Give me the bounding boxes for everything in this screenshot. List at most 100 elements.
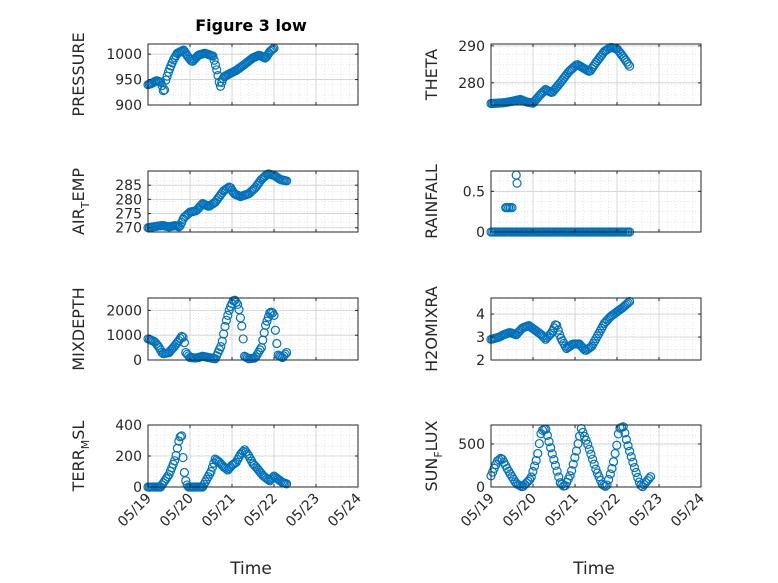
data-point (542, 430, 553, 441)
subplot-2: 280 290 THETA (422, 39, 702, 109)
data-point (212, 65, 222, 75)
data-point (610, 448, 620, 459)
data-point (172, 443, 182, 453)
x-tick-label: 05/22 (584, 491, 624, 531)
data-point (518, 481, 528, 491)
data-point (584, 444, 594, 454)
x-tick-label: 05/24 (668, 490, 708, 530)
data-point (209, 458, 219, 468)
data-point (208, 51, 218, 61)
data-point (621, 434, 632, 445)
data-point (589, 459, 599, 469)
data-point (272, 338, 282, 349)
y-tick-label: 0.5 (463, 184, 485, 200)
data-point (507, 203, 517, 213)
data-point (507, 472, 517, 482)
data-point (568, 459, 578, 469)
data-point (177, 331, 187, 342)
data-point (528, 466, 538, 477)
data-point (223, 310, 233, 320)
y-axis-label: MIXDEPTH (69, 287, 88, 370)
data-point (539, 333, 549, 343)
y-axis-label: RAINFALL (422, 164, 441, 239)
x-tick-label: 05/24 (325, 490, 365, 530)
data-point (538, 331, 548, 341)
data-point (254, 347, 264, 357)
y-tick-label: 900 (115, 98, 142, 114)
x-tick-label: 05/23 (283, 491, 323, 531)
x-tick-label: 05/20 (500, 491, 540, 531)
data-point (221, 184, 231, 194)
data-point (170, 456, 180, 466)
subplot-6: 2 3 4 H2OMIXRA (422, 286, 702, 372)
data-point (623, 59, 633, 69)
data-point (163, 472, 173, 482)
data-point (623, 441, 633, 451)
x-tick-label: 05/19 (458, 491, 498, 531)
data-point (628, 457, 638, 467)
y-tick-label: 500 (458, 437, 485, 453)
y-tick-label: 280 (115, 192, 142, 208)
data-point (235, 313, 245, 323)
data-point (179, 338, 189, 348)
x-axis-label-right: Time (572, 559, 615, 579)
data-point (282, 347, 292, 358)
x-tick-label: 05/23 (626, 491, 666, 531)
data-point (544, 437, 554, 447)
y-tick-label: 0 (476, 480, 485, 496)
data-point (553, 325, 563, 335)
data-point (217, 336, 227, 346)
data-point (270, 325, 280, 335)
y-axis-label-rest: EMP (69, 168, 88, 202)
data-point (612, 440, 622, 450)
data-point (221, 315, 231, 325)
data-point (605, 469, 615, 479)
data-point (508, 474, 519, 484)
data-point (158, 86, 168, 96)
data-point (579, 431, 590, 441)
y-axis-label-main: SUN (422, 458, 441, 492)
data-point (578, 427, 588, 437)
x-tick-label: 05/20 (157, 491, 197, 531)
data-point (578, 343, 589, 354)
data-point (586, 449, 596, 459)
y-tick-label: 400 (115, 418, 142, 434)
x-tick-label: 05/19 (115, 491, 155, 531)
y-tick-label: 1000 (106, 47, 142, 63)
data-point (178, 452, 188, 463)
data-point (607, 463, 617, 474)
data-point (554, 472, 564, 482)
subplot-7: 0 200 400 05/19 05/20 05/21 05/22 05/23 05/24 TER… (69, 418, 365, 530)
data-point (624, 296, 635, 307)
data-point (261, 320, 271, 330)
axes-box (490, 43, 702, 106)
data-point (604, 474, 614, 485)
data-point (280, 349, 290, 359)
y-tick-label: 285 (115, 178, 142, 194)
data-point (631, 467, 641, 478)
data-point (159, 85, 170, 95)
y-tick-label: 2 (476, 353, 485, 369)
data-point (525, 475, 535, 485)
data-point (178, 332, 188, 342)
data-point (520, 479, 530, 490)
data-point (570, 452, 580, 463)
data-point (565, 471, 575, 481)
y-axis-label: TERRMSL (69, 421, 92, 493)
data-point (268, 308, 278, 318)
data-point (251, 352, 261, 362)
data-point (209, 55, 219, 65)
data-point (602, 480, 612, 490)
data-point (633, 472, 643, 483)
data-point (177, 431, 187, 441)
data-point (206, 466, 216, 477)
data-point (154, 343, 164, 353)
data-point (629, 462, 640, 473)
data-point (266, 45, 277, 55)
data-point (262, 316, 272, 326)
subplot-1: 900 950 1000 PRESSURE (69, 32, 359, 117)
data-point (175, 432, 185, 442)
y-tick-label: 2000 (106, 303, 142, 319)
